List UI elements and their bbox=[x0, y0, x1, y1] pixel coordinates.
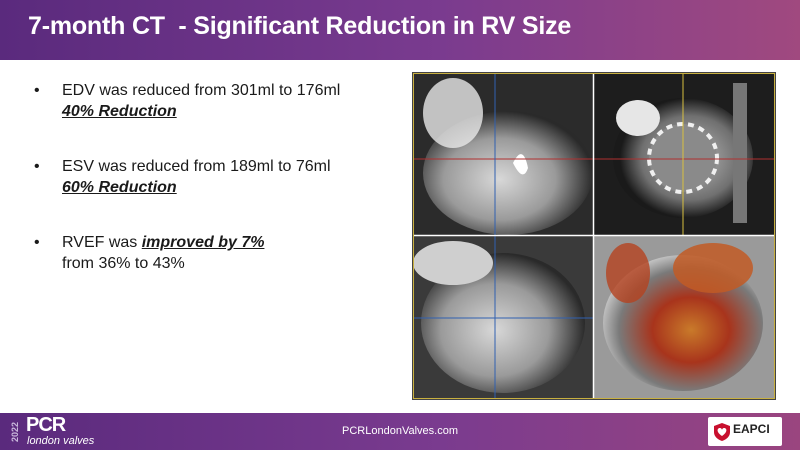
bullet-list: • EDV was reduced from 301ml to 176ml 40… bbox=[30, 80, 400, 308]
rvef-improvement: improved by 7% bbox=[141, 234, 265, 251]
rvef-prefix: RVEF was bbox=[62, 234, 142, 251]
bullet-dot: • bbox=[34, 82, 40, 99]
header-bar: 7-month CT - Significant Reduction in RV… bbox=[0, 0, 800, 60]
website-link[interactable]: PCRLondonValves.com bbox=[342, 425, 458, 437]
bullet-dot: • bbox=[34, 234, 40, 251]
heart-shield-icon bbox=[714, 423, 730, 441]
edv-text: EDV was reduced from 301ml to 176ml bbox=[62, 82, 341, 99]
pcr-logo-subtitle: london valves bbox=[27, 435, 95, 447]
eapci-logo: EAPCI bbox=[708, 417, 782, 446]
bullet-esv: • ESV was reduced from 189ml to 76ml 60%… bbox=[30, 156, 400, 198]
footer-bar: 2022 PCR london valves PCRLondonValves.c… bbox=[0, 413, 800, 450]
edv-reduction: 40% Reduction bbox=[62, 103, 177, 120]
bullet-edv: • EDV was reduced from 301ml to 176ml 40… bbox=[30, 80, 400, 122]
esv-text: ESV was reduced from 189ml to 76ml bbox=[62, 158, 331, 175]
eapci-label: EAPCI bbox=[733, 422, 770, 436]
bullet-rvef: • RVEF was improved by 7% from 36% to 43… bbox=[30, 232, 400, 274]
bullet-dot: • bbox=[34, 158, 40, 175]
esv-reduction: 60% Reduction bbox=[62, 179, 177, 196]
ct-scan-quad-view-icon bbox=[413, 73, 775, 399]
rvef-range: from 36% to 43% bbox=[62, 255, 185, 272]
pcr-logo: PCR bbox=[26, 414, 66, 436]
page-title: 7-month CT - Significant Reduction in RV… bbox=[28, 12, 572, 40]
ct-scan-image bbox=[412, 72, 776, 400]
